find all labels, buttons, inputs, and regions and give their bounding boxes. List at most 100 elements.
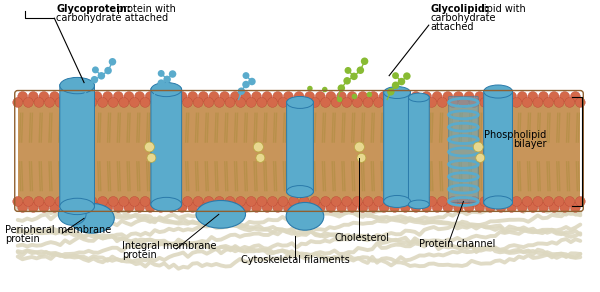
Circle shape [242, 81, 250, 88]
Circle shape [193, 98, 203, 107]
Circle shape [533, 197, 543, 206]
Circle shape [528, 91, 538, 101]
Circle shape [241, 91, 251, 101]
Circle shape [400, 202, 410, 212]
Circle shape [392, 81, 400, 89]
Circle shape [379, 91, 389, 101]
Circle shape [443, 91, 453, 101]
Ellipse shape [409, 93, 429, 102]
Text: Glycoprotein:: Glycoprotein: [56, 4, 131, 14]
Circle shape [299, 98, 309, 107]
Circle shape [172, 197, 182, 206]
Circle shape [82, 91, 91, 101]
Circle shape [571, 91, 580, 101]
Circle shape [44, 98, 55, 107]
Circle shape [496, 202, 506, 212]
Ellipse shape [287, 186, 313, 198]
Circle shape [209, 91, 219, 101]
Circle shape [151, 98, 161, 107]
Circle shape [528, 202, 538, 212]
Circle shape [236, 197, 245, 206]
Circle shape [575, 98, 585, 107]
Circle shape [458, 197, 469, 206]
Circle shape [238, 87, 245, 95]
Circle shape [565, 197, 575, 206]
Ellipse shape [287, 96, 313, 108]
Circle shape [242, 72, 250, 79]
Circle shape [305, 91, 314, 101]
Circle shape [485, 202, 495, 212]
Circle shape [506, 202, 517, 212]
Circle shape [113, 202, 123, 212]
Circle shape [134, 202, 145, 212]
Circle shape [152, 86, 160, 93]
Circle shape [326, 202, 336, 212]
Ellipse shape [484, 85, 512, 98]
Circle shape [98, 197, 107, 206]
Bar [18, 100, 580, 204]
Circle shape [182, 197, 193, 206]
Circle shape [204, 98, 214, 107]
Circle shape [145, 142, 154, 152]
Circle shape [66, 98, 76, 107]
Circle shape [533, 98, 543, 107]
Circle shape [130, 98, 139, 107]
Circle shape [374, 98, 383, 107]
Circle shape [358, 202, 368, 212]
Text: carbohydrate: carbohydrate [431, 13, 496, 23]
Circle shape [167, 91, 176, 101]
Ellipse shape [58, 204, 86, 225]
Circle shape [299, 197, 309, 206]
Circle shape [163, 76, 171, 83]
Circle shape [140, 98, 150, 107]
Circle shape [432, 202, 442, 212]
Circle shape [392, 72, 399, 79]
Circle shape [473, 142, 483, 152]
Circle shape [422, 202, 431, 212]
Circle shape [167, 202, 176, 212]
Circle shape [55, 197, 65, 206]
Circle shape [273, 202, 283, 212]
Circle shape [283, 202, 293, 212]
Circle shape [177, 91, 187, 101]
Circle shape [352, 197, 362, 206]
Circle shape [113, 91, 123, 101]
Circle shape [103, 91, 113, 101]
Circle shape [91, 76, 98, 84]
Circle shape [156, 91, 166, 101]
Circle shape [157, 79, 165, 87]
Circle shape [416, 197, 426, 206]
Circle shape [480, 197, 490, 206]
Ellipse shape [484, 196, 512, 209]
Circle shape [437, 98, 447, 107]
Circle shape [28, 202, 38, 212]
Circle shape [246, 98, 256, 107]
Circle shape [177, 202, 187, 212]
Circle shape [320, 197, 331, 206]
Circle shape [294, 202, 304, 212]
Circle shape [352, 94, 357, 99]
FancyBboxPatch shape [484, 89, 512, 205]
Circle shape [18, 91, 28, 101]
Circle shape [278, 98, 288, 107]
Text: protein: protein [122, 250, 157, 260]
Circle shape [225, 197, 235, 206]
Text: Cholesterol: Cholesterol [335, 233, 389, 243]
Circle shape [554, 197, 564, 206]
Circle shape [350, 73, 358, 80]
Circle shape [338, 84, 345, 92]
Circle shape [92, 91, 102, 101]
Circle shape [398, 78, 405, 85]
Circle shape [342, 98, 352, 107]
Circle shape [384, 98, 394, 107]
Circle shape [199, 202, 208, 212]
Circle shape [172, 98, 182, 107]
Circle shape [248, 78, 256, 85]
Circle shape [109, 58, 116, 65]
Circle shape [374, 197, 383, 206]
Circle shape [268, 197, 277, 206]
Circle shape [220, 91, 230, 101]
Circle shape [476, 153, 485, 162]
Ellipse shape [383, 86, 410, 98]
Text: carbohydrate attached: carbohydrate attached [56, 13, 169, 23]
